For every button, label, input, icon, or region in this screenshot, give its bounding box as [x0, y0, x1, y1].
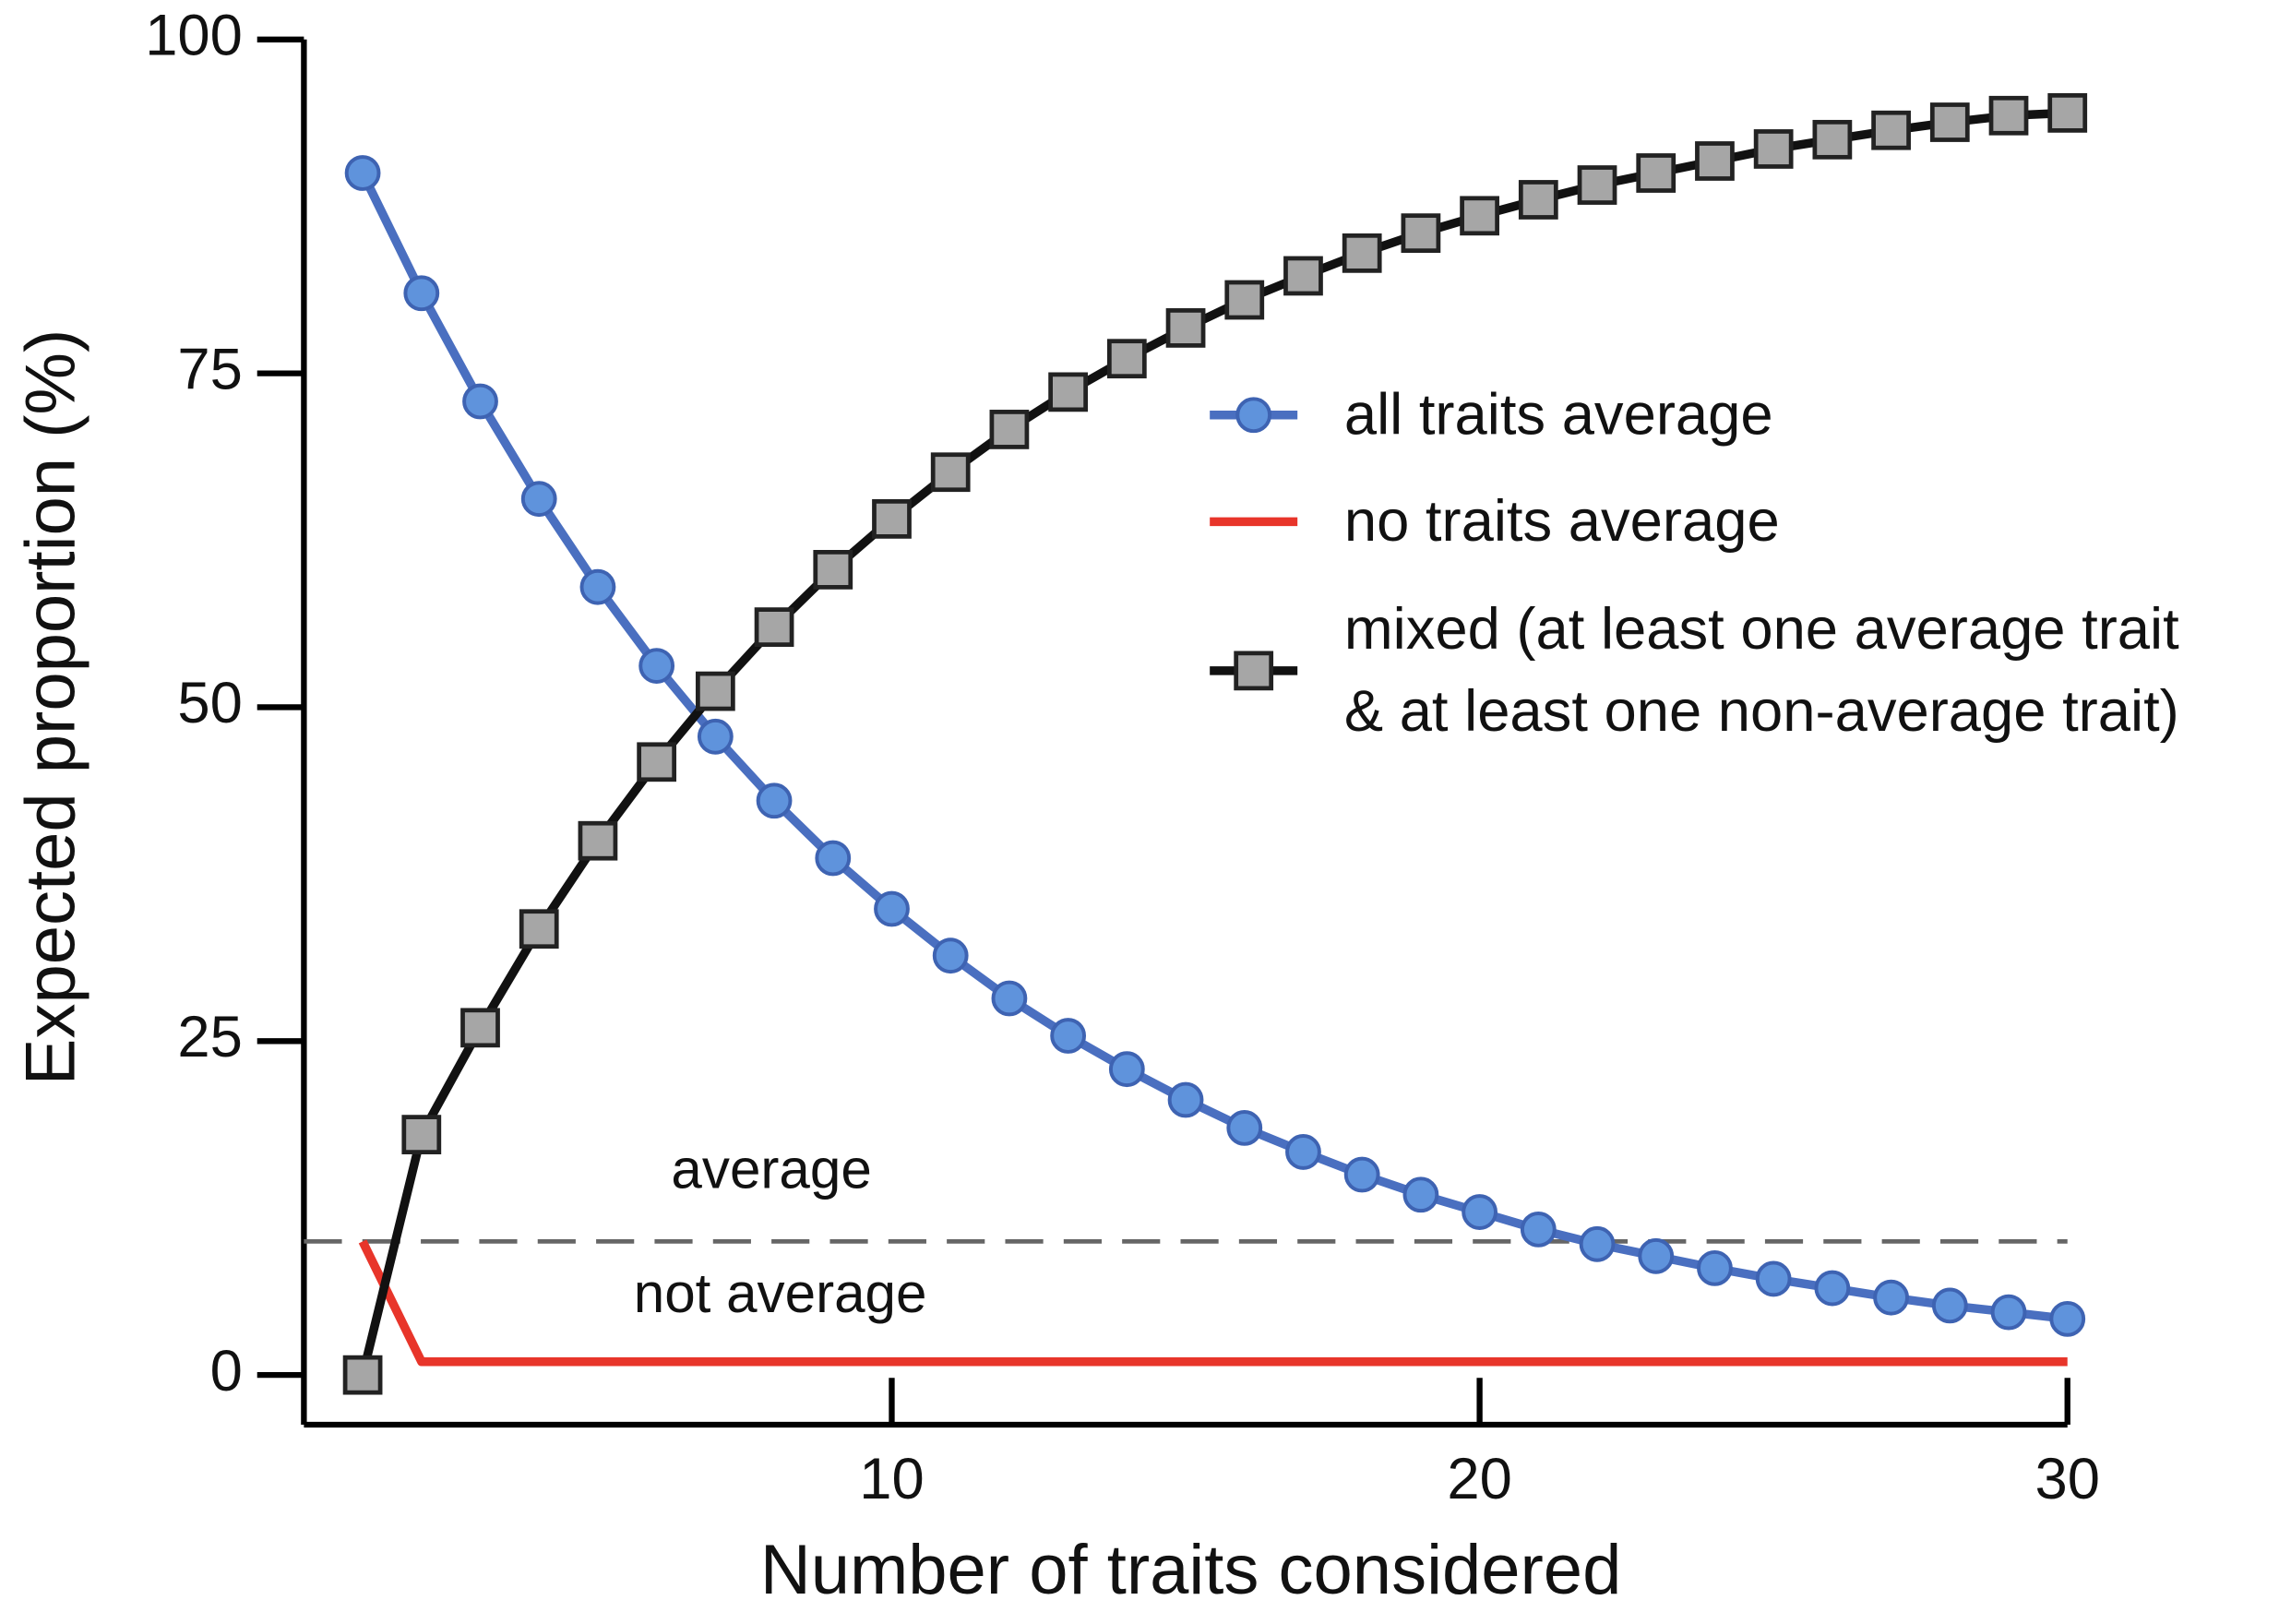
point: [874, 890, 910, 927]
point: [1814, 1270, 1851, 1307]
point: [1695, 141, 1735, 181]
y-tick-label: 0: [210, 1339, 243, 1403]
y-tick-label: 25: [177, 1005, 242, 1069]
point: [462, 383, 498, 420]
point: [1871, 110, 1911, 150]
point: [401, 1115, 442, 1154]
point: [815, 840, 852, 877]
point: [991, 980, 1028, 1017]
point: [872, 499, 912, 539]
x-tick-label: 10: [859, 1447, 924, 1511]
legend-label: no traits average: [1343, 489, 1780, 555]
y-axis-title: Expected proportion (%): [11, 329, 89, 1086]
point: [930, 452, 971, 493]
point: [1988, 95, 2029, 136]
x-tick-label: 20: [1447, 1447, 1511, 1511]
point: [754, 607, 794, 647]
point: [1401, 213, 1441, 254]
point: [1931, 1287, 1968, 1324]
point: [1342, 233, 1382, 273]
point: [756, 782, 793, 819]
point: [989, 410, 1030, 449]
point: [1518, 180, 1558, 220]
point: [1106, 339, 1147, 379]
point: [637, 742, 677, 782]
point: [1343, 1156, 1380, 1193]
legend-label: mixed (at least one average trait & at l…: [1343, 597, 2179, 745]
point: [1108, 1051, 1145, 1088]
point: [2049, 1300, 2086, 1337]
point: [1460, 196, 1499, 236]
point: [1226, 1109, 1263, 1146]
point: [1929, 102, 1970, 142]
point: [1462, 1194, 1498, 1230]
x-tick-label: 30: [2034, 1447, 2099, 1511]
point: [578, 820, 618, 861]
y-tick-label: 50: [177, 671, 242, 735]
point: [1285, 1134, 1321, 1170]
point: [344, 155, 381, 191]
point: [342, 1355, 383, 1395]
point: [1812, 119, 1853, 160]
legend-item: no traits average: [1343, 489, 1780, 555]
point: [1753, 129, 1794, 169]
point: [460, 1008, 500, 1048]
point: [1577, 165, 1617, 205]
point: [638, 648, 675, 684]
point: [519, 909, 559, 949]
point: [932, 937, 969, 974]
point: [1579, 1225, 1616, 1262]
point: [2047, 93, 2088, 133]
point: [1050, 1018, 1087, 1054]
point: [1990, 1294, 2027, 1331]
point: [1755, 1260, 1792, 1297]
point: [1520, 1211, 1557, 1248]
legend-item: mixed (at least one average trait & at l…: [1343, 597, 2179, 745]
legend-label: all traits average: [1343, 382, 1773, 448]
point: [1636, 153, 1676, 193]
legend-item: all traits average: [1343, 382, 1773, 448]
series-markers: [342, 93, 2088, 1395]
point: [1165, 308, 1206, 348]
legend-marker: [1234, 651, 1274, 691]
annotation: average: [671, 1139, 871, 1200]
annotation: not average: [634, 1262, 927, 1324]
point: [520, 481, 557, 518]
point: [1873, 1279, 1909, 1316]
point: [1697, 1249, 1733, 1286]
point: [813, 550, 853, 590]
point: [579, 568, 616, 605]
point: [1638, 1237, 1675, 1274]
point: [1167, 1081, 1204, 1118]
point: [695, 671, 735, 711]
series-markers: [344, 155, 2086, 1337]
y-tick-label: 100: [145, 4, 243, 68]
series-line: [358, 1239, 2068, 1367]
legend-marker: [1235, 397, 1272, 434]
point: [1224, 280, 1265, 320]
point: [1402, 1176, 1439, 1213]
point: [1048, 372, 1089, 412]
point: [1283, 256, 1323, 296]
point: [697, 718, 734, 755]
point: [403, 275, 440, 312]
x-axis-title: Number of traits considered: [760, 1531, 1622, 1609]
y-tick-label: 75: [177, 337, 242, 401]
